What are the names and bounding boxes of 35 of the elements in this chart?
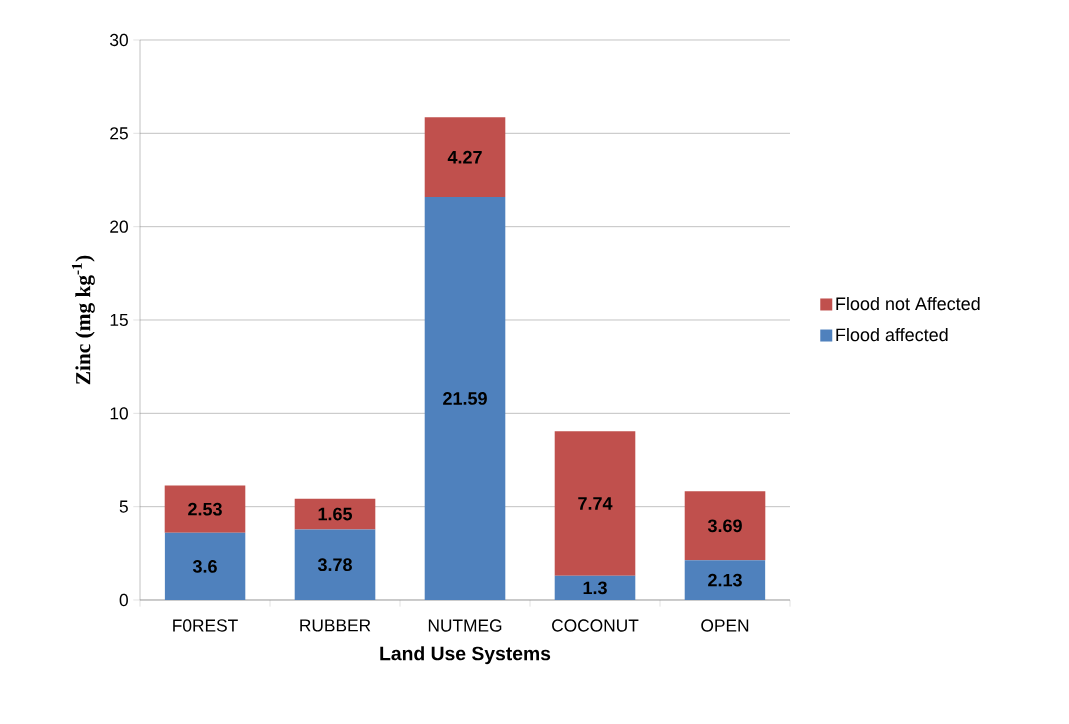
data-label: 7.74 [578, 497, 613, 510]
x-axis-title: Land Use Systems [380, 646, 551, 665]
y-tick-label: 0 [119, 593, 128, 607]
y-axis-title: Zinc (mg kg$^{-1}$) [71, 255, 95, 385]
data-label: 3.6 [192, 560, 217, 573]
bar [424, 117, 506, 197]
y-tick-label: 15 [110, 313, 128, 327]
bar [684, 560, 766, 600]
y-tick-label: 10 [110, 407, 128, 420]
x-tick-label: COCONUT [552, 619, 639, 632]
y-tick-label: 5 [119, 500, 128, 513]
bar [424, 196, 506, 600]
data-label: 3.78 [317, 558, 352, 572]
x-tick-label: RUBBER [300, 619, 371, 632]
bar [294, 529, 376, 600]
data-label: 21.59 [443, 392, 487, 405]
bar [164, 532, 246, 600]
x-tick-label: NUTMEG [428, 619, 502, 632]
data-label: 2.53 [188, 502, 222, 516]
bar [554, 431, 636, 576]
legend-label: Flood affected [836, 327, 948, 342]
data-label: 1.65 [318, 507, 353, 521]
bar [164, 485, 246, 533]
bar [684, 491, 766, 561]
data-label: 3.69 [707, 519, 742, 533]
y-tick-label: 30 [110, 33, 128, 47]
x-tick-label: OPEN [701, 619, 749, 632]
legend-label: Flood not Affected [836, 296, 980, 311]
x-tick-label: F0REST [173, 619, 238, 632]
data-label: 2.13 [708, 573, 742, 587]
y-tick-label: 20 [110, 220, 128, 233]
y-tick-label: 25 [110, 127, 128, 140]
data-label: 1.3 [583, 581, 607, 595]
bar [554, 575, 636, 600]
data-label: 4.27 [447, 150, 482, 164]
